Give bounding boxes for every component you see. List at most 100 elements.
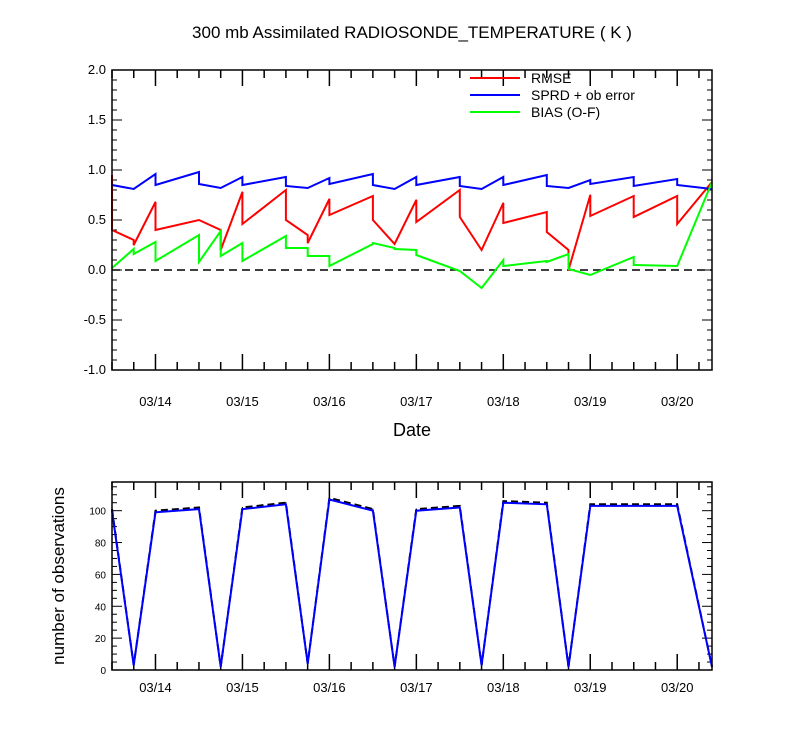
x-tick-label: 03/15 — [226, 680, 259, 695]
series-1-point — [307, 663, 309, 665]
x-tick-label: 03/17 — [400, 394, 433, 409]
rmse-point — [459, 189, 461, 191]
series-0-line — [111, 496, 713, 668]
series-0-point — [502, 500, 504, 502]
sprd-ob-error-point — [633, 176, 635, 178]
legend-label-sprd: SPRD + ob error — [531, 87, 635, 103]
rmse-point — [502, 202, 504, 204]
sprd-ob-error-point — [133, 188, 135, 190]
sprd-ob-error-point — [328, 183, 330, 185]
x-tick-label: 03/18 — [487, 394, 520, 409]
series-0-point — [285, 502, 287, 504]
series-0-point — [676, 503, 678, 505]
rmse-point — [285, 219, 287, 221]
y-tick-label: 0 — [100, 666, 106, 677]
bias-o-f-point — [459, 270, 461, 272]
series-1-point — [241, 508, 244, 510]
y-tick-label: 60 — [95, 570, 107, 581]
series-1-point — [372, 510, 374, 512]
top-chart-legend: RMSE SPRD + ob error BIAS (O-F) — [470, 70, 635, 120]
bias-o-f-point — [220, 230, 222, 232]
rmse-point — [676, 223, 678, 225]
bottom-chart-ticks: 03/14 03/15 03/16 03/17 03/18 03/19 03/20 0 20 40… — [89, 482, 712, 695]
bias-o-f-point — [546, 261, 548, 263]
sprd-ob-error-point — [502, 184, 504, 186]
bias-o-f-point — [394, 248, 396, 250]
rmse-point — [633, 216, 635, 218]
bias-o-f-point — [633, 264, 635, 266]
bottom-chart: 03/14 03/15 03/16 03/17 03/18 03/19 03/20 0 20 40… — [49, 481, 713, 695]
bias-o-f-point — [307, 255, 309, 257]
rmse-point — [372, 195, 374, 197]
x-tick-label: 03/19 — [574, 680, 607, 695]
bias-o-f-point — [546, 260, 548, 262]
rmse-point — [415, 199, 417, 201]
x-tick-label: 03/17 — [400, 680, 433, 695]
bias-o-f-point — [285, 235, 287, 237]
series-1-line — [111, 498, 713, 668]
sprd-ob-error-point — [154, 184, 157, 186]
rmse-point — [307, 242, 309, 244]
bias-o-f-point — [372, 242, 374, 244]
top-chart-frame — [111, 69, 713, 371]
bias-o-f-point — [133, 248, 135, 250]
x-tick-label: 03/16 — [313, 394, 346, 409]
rmse-point — [415, 221, 417, 223]
sprd-ob-error-point — [502, 176, 504, 178]
series-0-point — [241, 506, 244, 509]
bias-o-f-point — [415, 254, 417, 256]
bias-o-f-point — [154, 260, 157, 262]
series-1-point — [546, 503, 548, 505]
series-1-point — [198, 508, 200, 510]
rmse-point — [307, 234, 309, 236]
sprd-ob-error-point — [285, 185, 287, 187]
bias-o-f-point — [589, 274, 591, 276]
y-tick-label: 2.0 — [88, 62, 106, 77]
series-0-point — [415, 508, 417, 510]
bias-o-f-point — [285, 247, 287, 249]
bias-o-f-line — [111, 181, 713, 290]
sprd-ob-error-point — [567, 187, 570, 189]
series-0-point — [459, 505, 461, 507]
sprd-ob-error-point — [459, 176, 461, 178]
bias-o-f-point — [394, 247, 396, 249]
sprd-ob-error-point — [328, 177, 330, 179]
rmse-point — [241, 191, 244, 193]
top-chart-title: 300 mb Assimilated RADIOSONDE_TEMPERATUR… — [192, 23, 632, 42]
series-0-point — [372, 508, 374, 510]
rmse-point — [241, 223, 244, 225]
sprd-ob-error-point — [459, 185, 461, 187]
sprd-ob-error-point — [546, 185, 548, 187]
series-1-point — [394, 666, 396, 668]
sprd-ob-error-point — [589, 183, 591, 185]
sprd-ob-error-point — [372, 184, 374, 186]
series-1-point — [480, 664, 483, 666]
bias-o-f-point — [633, 256, 635, 258]
bias-o-f-point — [307, 247, 309, 249]
y-tick-label: 80 — [95, 539, 107, 550]
top-chart-series — [111, 170, 713, 290]
top-chart-xlabel: Date — [393, 420, 431, 440]
bias-o-f-point — [241, 260, 244, 262]
y-tick-label: 0.0 — [88, 262, 106, 277]
y-tick-label: -1.0 — [84, 362, 106, 377]
series-1-point — [676, 505, 678, 507]
y-tick-label: 0.5 — [88, 212, 106, 227]
series-1-point — [502, 502, 504, 504]
sprd-ob-error-point — [676, 184, 678, 186]
x-tick-label: 03/18 — [487, 680, 520, 695]
series-0-point — [589, 503, 591, 505]
rmse-point — [546, 231, 548, 233]
legend-label-bias: BIAS (O-F) — [531, 104, 600, 120]
sprd-ob-error-point — [307, 187, 309, 189]
rmse-point — [589, 215, 591, 217]
rmse-point — [546, 211, 548, 213]
sprd-ob-error-point — [154, 173, 157, 175]
series-1-point — [220, 666, 222, 668]
rmse-point — [154, 201, 157, 203]
legend-label-rmse: RMSE — [531, 70, 571, 86]
rmse-point — [589, 194, 591, 196]
y-tick-label: -0.5 — [84, 312, 106, 327]
y-tick-label: 1.5 — [88, 112, 106, 127]
sprd-ob-error-point — [676, 178, 678, 180]
